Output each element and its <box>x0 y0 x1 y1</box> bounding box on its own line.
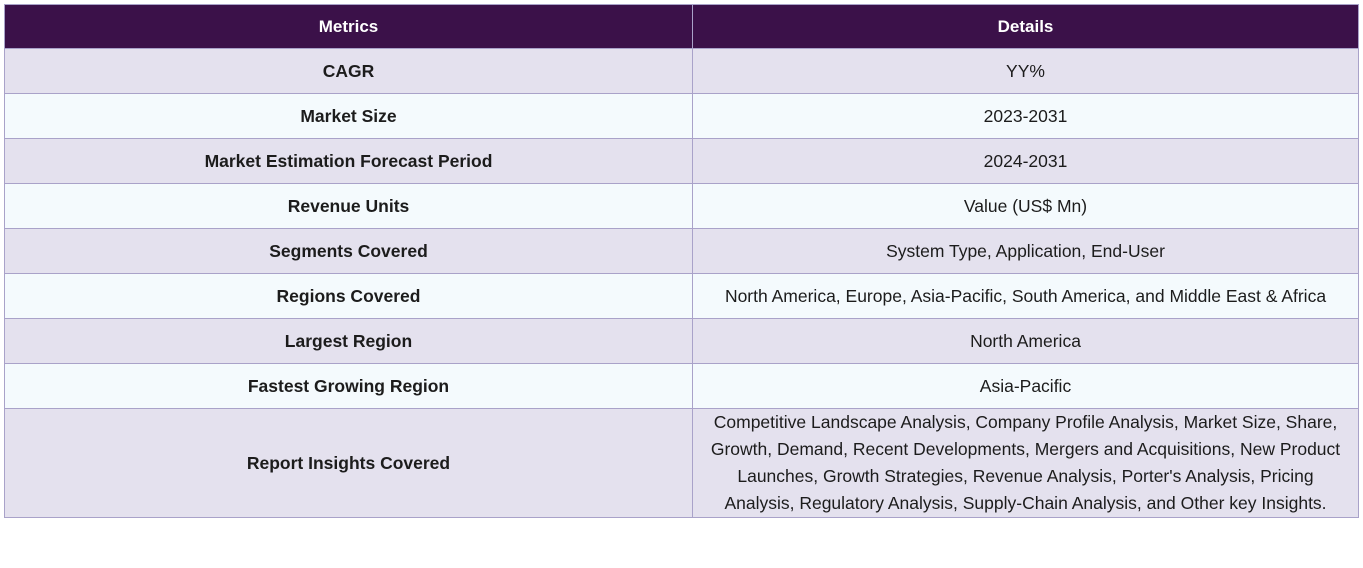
table-row-forecast-period: Market Estimation Forecast Period 2024-2… <box>4 138 1359 184</box>
metric-cell: Market Size <box>4 93 693 139</box>
table-header-row: Metrics Details <box>4 4 1359 49</box>
metric-cell: Fastest Growing Region <box>4 363 693 409</box>
detail-cell: Value (US$ Mn) <box>692 183 1359 229</box>
header-metrics: Metrics <box>4 4 693 49</box>
metric-cell: Largest Region <box>4 318 693 364</box>
metric-cell: Report Insights Covered <box>4 408 693 518</box>
metric-cell: Segments Covered <box>4 228 693 274</box>
table-row-fastest-growing-region: Fastest Growing Region Asia-Pacific <box>4 363 1359 409</box>
metric-cell: Market Estimation Forecast Period <box>4 138 693 184</box>
table-row-revenue-units: Revenue Units Value (US$ Mn) <box>4 183 1359 229</box>
detail-cell: System Type, Application, End-User <box>692 228 1359 274</box>
metric-cell: Revenue Units <box>4 183 693 229</box>
detail-cell: North America, Europe, Asia-Pacific, Sou… <box>692 273 1359 319</box>
detail-cell: 2024-2031 <box>692 138 1359 184</box>
table-row-market-size: Market Size 2023-2031 <box>4 93 1359 139</box>
table-row-report-insights: Report Insights Covered Competitive Land… <box>4 408 1359 518</box>
metric-cell: CAGR <box>4 48 693 94</box>
detail-cell: Competitive Landscape Analysis, Company … <box>692 408 1359 518</box>
detail-cell: North America <box>692 318 1359 364</box>
report-metrics-container: Metrics Details CAGR YY% Market Size 202… <box>4 4 1359 518</box>
header-details: Details <box>692 4 1359 49</box>
table-row-largest-region: Largest Region North America <box>4 318 1359 364</box>
metric-cell: Regions Covered <box>4 273 693 319</box>
table-row-regions-covered: Regions Covered North America, Europe, A… <box>4 273 1359 319</box>
detail-cell: Asia-Pacific <box>692 363 1359 409</box>
detail-cell: YY% <box>692 48 1359 94</box>
table-row-segments-covered: Segments Covered System Type, Applicatio… <box>4 228 1359 274</box>
detail-cell: 2023-2031 <box>692 93 1359 139</box>
table-row-cagr: CAGR YY% <box>4 48 1359 94</box>
report-metrics-table: Metrics Details CAGR YY% Market Size 202… <box>4 4 1359 518</box>
